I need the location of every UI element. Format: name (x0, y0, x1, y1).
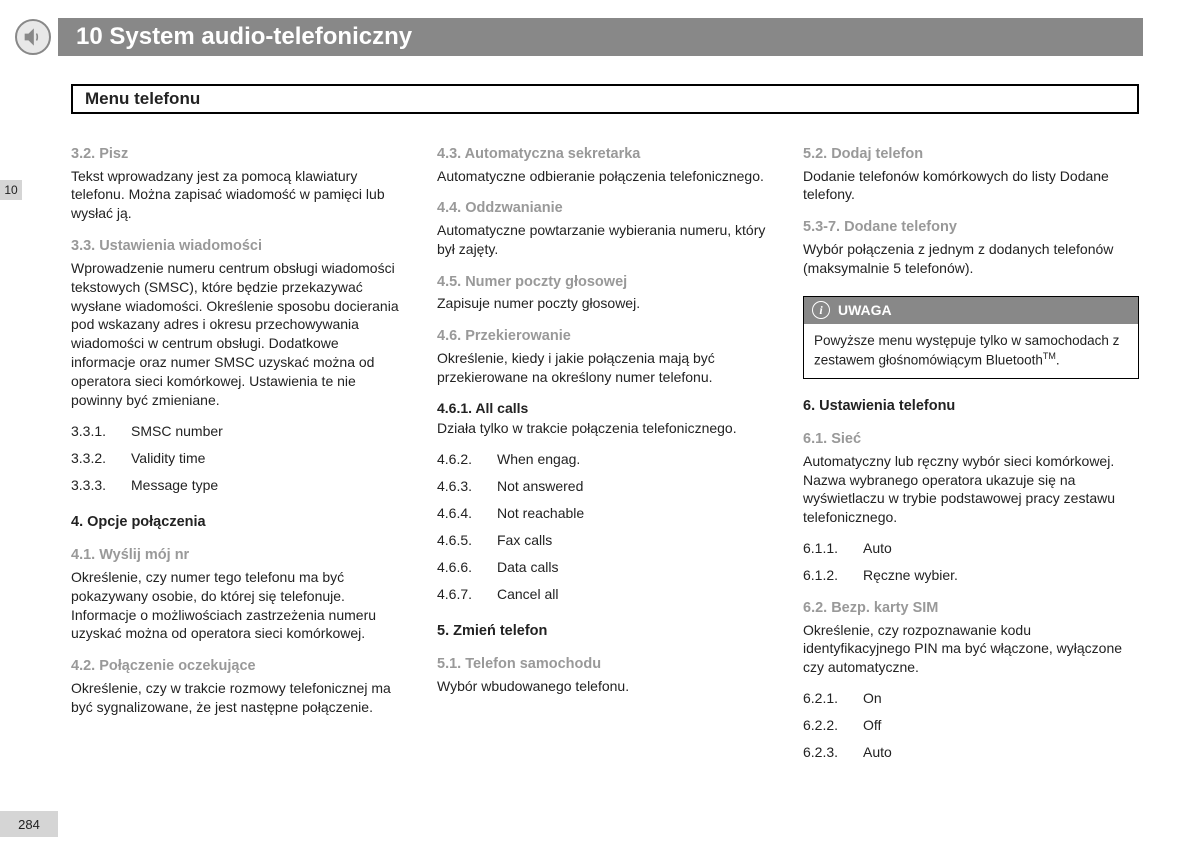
sub-heading: 4.6.1. All calls (437, 399, 773, 418)
paragraph: Określenie, czy w trakcie rozmowy telefo… (71, 679, 407, 717)
header-bar: 10 System audio-telefoniczny (58, 18, 1143, 56)
section-heading: 4.2. Połączenie oczekujące (71, 657, 407, 677)
paragraph: Działa tylko w trakcie połączenia telefo… (437, 419, 773, 438)
list-item-number: 3.3.1. (71, 422, 131, 441)
list-item: 4.6.5.Fax calls (437, 531, 773, 550)
list-item-number: 3.3.3. (71, 476, 131, 495)
list-item: 3.3.1.SMSC number (71, 422, 407, 441)
section-heading: 3.2. Pisz (71, 145, 407, 165)
paragraph: Wybór wbudowanego telefonu. (437, 677, 773, 696)
paragraph: Automatyczny lub ręczny wybór sieci komó… (803, 452, 1139, 528)
paragraph: Zapisuje numer poczty głosowej. (437, 294, 773, 313)
list-item-number: 6.2.3. (803, 743, 863, 762)
paragraph: Dodanie telefonów komórkowych do listy D… (803, 167, 1139, 205)
column-3: 5.2. Dodaj telefonDodanie telefonów komó… (803, 145, 1139, 770)
content-area: 3.2. PiszTekst wprowadzany jest za pomoc… (71, 145, 1139, 770)
list-item-label: Off (863, 716, 881, 735)
section-heading: 6.1. Sieć (803, 430, 1139, 450)
list-item-label: Auto (863, 743, 892, 762)
main-heading: 5. Zmień telefon (437, 622, 773, 642)
list-item: 6.2.3.Auto (803, 743, 1139, 762)
list-item-number: 3.3.2. (71, 449, 131, 468)
list-item: 4.6.6.Data calls (437, 558, 773, 577)
numbered-list: 3.3.1.SMSC number3.3.2.Validity time3.3.… (71, 422, 407, 495)
list-item-label: Auto (863, 539, 892, 558)
list-item-label: When engag. (497, 450, 580, 469)
main-heading: 4. Opcje połączenia (71, 513, 407, 533)
numbered-list: 4.6.2.When engag.4.6.3.Not answered4.6.4… (437, 450, 773, 603)
subtitle-box: Menu telefonu (71, 84, 1139, 114)
list-item: 4.6.2.When engag. (437, 450, 773, 469)
page-number: 284 (0, 811, 58, 837)
list-item-number: 6.2.1. (803, 689, 863, 708)
list-item-label: Message type (131, 476, 218, 495)
list-item-label: Fax calls (497, 531, 552, 550)
list-item-label: Validity time (131, 449, 205, 468)
section-heading: 4.1. Wyślij mój nr (71, 546, 407, 566)
numbered-list: 6.2.1.On6.2.2.Off6.2.3.Auto (803, 689, 1139, 762)
list-item-number: 6.1.2. (803, 566, 863, 585)
list-item-number: 4.6.2. (437, 450, 497, 469)
list-item-label: Not reachable (497, 504, 584, 523)
section-heading: 5.3-7. Dodane telefony (803, 218, 1139, 238)
list-item: 3.3.2.Validity time (71, 449, 407, 468)
list-item-number: 4.6.4. (437, 504, 497, 523)
list-item-label: On (863, 689, 882, 708)
list-item-number: 4.6.7. (437, 585, 497, 604)
list-item-number: 4.6.3. (437, 477, 497, 496)
paragraph: Wybór połączenia z jednym z dodanych tel… (803, 240, 1139, 278)
section-heading: 3.3. Ustawienia wiadomości (71, 237, 407, 257)
page: 10 System audio-telefoniczny 10 Menu tel… (0, 0, 1200, 847)
list-item-label: SMSC number (131, 422, 223, 441)
paragraph: Tekst wprowadzany jest za pomocą klawiat… (71, 167, 407, 224)
list-item: 4.6.3.Not answered (437, 477, 773, 496)
paragraph: Określenie, czy rozpoznawanie kodu ident… (803, 621, 1139, 678)
speaker-icon (15, 19, 51, 55)
paragraph: Automatyczne powtarzanie wybierania nume… (437, 221, 773, 259)
list-item-label: Not answered (497, 477, 583, 496)
list-item: 4.6.4.Not reachable (437, 504, 773, 523)
numbered-list: 6.1.1.Auto6.1.2.Ręczne wybier. (803, 539, 1139, 585)
section-heading: 4.5. Numer poczty głosowej (437, 273, 773, 293)
list-item: 6.2.2.Off (803, 716, 1139, 735)
section-heading: 4.6. Przekierowanie (437, 327, 773, 347)
paragraph: Automatyczne odbieranie połączenia telef… (437, 167, 773, 186)
list-item: 6.1.2.Ręczne wybier. (803, 566, 1139, 585)
list-item-number: 4.6.5. (437, 531, 497, 550)
section-heading: 5.1. Telefon samochodu (437, 655, 773, 675)
column-1: 3.2. PiszTekst wprowadzany jest za pomoc… (71, 145, 407, 770)
column-2: 4.3. Automatyczna sekretarka Automatyczne… (437, 145, 773, 770)
section-heading: 5.2. Dodaj telefon (803, 145, 1139, 165)
list-item: 3.3.3.Message type (71, 476, 407, 495)
paragraph: Wprowadzenie numeru centrum obsługi wiad… (71, 259, 407, 410)
note-body: Powyższe menu występuje tylko w samochod… (804, 324, 1138, 378)
note-title: UWAGA (838, 301, 892, 320)
list-item: 6.2.1.On (803, 689, 1139, 708)
paragraph: Określenie, kiedy i jakie połączenia maj… (437, 349, 773, 387)
subtitle-text: Menu telefonu (85, 89, 200, 109)
note-box: i UWAGA Powyższe menu występuje tylko w sa… (803, 296, 1139, 379)
list-item: 6.1.1.Auto (803, 539, 1139, 558)
list-item-label: Ręczne wybier. (863, 566, 958, 585)
list-item-label: Cancel all (497, 585, 558, 604)
section-heading: 4.4. Oddzwanianie (437, 199, 773, 219)
note-header: i UWAGA (804, 297, 1138, 324)
list-item: 4.6.7.Cancel all (437, 585, 773, 604)
side-tab: 10 (0, 180, 22, 200)
main-heading: 6. Ustawienia telefonu (803, 397, 1139, 417)
list-item-number: 6.2.2. (803, 716, 863, 735)
list-item-number: 6.1.1. (803, 539, 863, 558)
list-item-label: Data calls (497, 558, 558, 577)
section-heading: 6.2. Bezp. karty SIM (803, 599, 1139, 619)
info-icon: i (812, 301, 830, 319)
section-heading: 4.3. Automatyczna sekretarka (437, 145, 773, 165)
list-item-number: 4.6.6. (437, 558, 497, 577)
header-title: 10 System audio-telefoniczny (58, 23, 412, 51)
paragraph: Określenie, czy numer tego telefonu ma b… (71, 568, 407, 644)
